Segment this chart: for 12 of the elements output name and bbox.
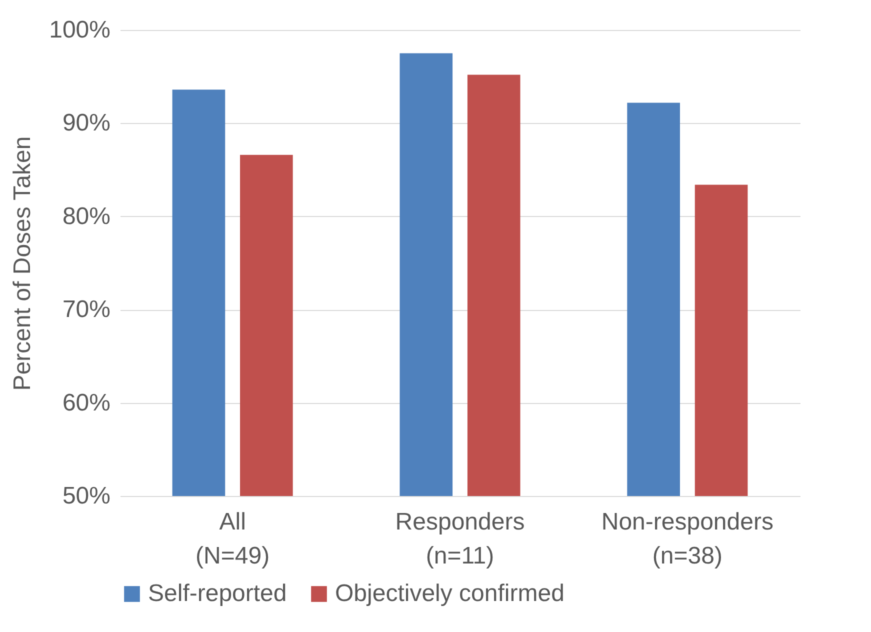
y-tick-label: 60% [62,389,110,416]
y-tick-label: 90% [62,110,110,137]
y-tick-label: 100% [49,16,110,44]
x-tick-label: All (N=49) [196,508,270,570]
y-tick-label: 80% [62,202,110,230]
y-axis-title: Percent of Doses Taken [9,136,36,391]
x-tick-label: Responders (n=11) [395,508,525,570]
y-tick-label: 50% [62,482,110,510]
x-tick-label: Non-responders (n=38) [601,508,774,570]
legend-label: Objectively confirmed [335,580,564,607]
y-tick-label: 70% [62,296,110,324]
legend-label: Self-reported [148,580,287,607]
